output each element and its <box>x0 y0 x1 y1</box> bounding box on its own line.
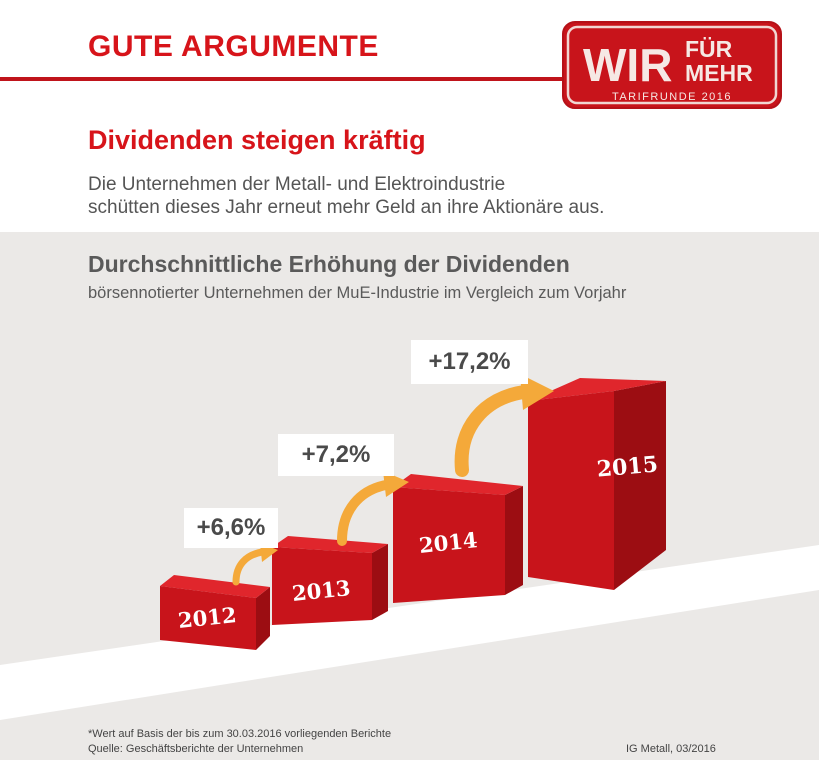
bar-2014-label: 2014 <box>418 527 479 558</box>
increase-label-2015: +17,2% <box>411 340 528 384</box>
bar-2013-label: 2013 <box>291 575 352 606</box>
increase-label-2013: +6,6% <box>184 508 278 548</box>
bar-2013-side <box>372 544 388 620</box>
bar-2012-front <box>160 586 256 650</box>
increase-label-2014: +7,2% <box>278 434 394 476</box>
bar-2015-front <box>528 391 614 590</box>
arrow-2013-2014 <box>337 471 409 546</box>
intro-line-1: Die Unternehmen der Metall- und Elektroi… <box>88 174 506 195</box>
bar-2013-top <box>272 536 388 553</box>
campaign-logo: WIR FÜR MEHR TARIFRUNDE 2016 <box>562 21 782 109</box>
bar-2014: 2014 <box>393 474 523 603</box>
page-headline: GUTE ARGUMENTE <box>88 30 379 63</box>
bar-2013: 2013 <box>272 536 388 625</box>
arrow-2012-2013 <box>232 543 278 586</box>
chart-subtitle: börsennotierter Unternehmen der MuE-Indu… <box>88 284 627 302</box>
bar-2012-side <box>256 587 270 650</box>
intro-line-2: schütten dieses Jahr erneut mehr Geld an… <box>88 197 605 218</box>
bar-2014-top <box>393 474 523 495</box>
logo-word-mehr: MEHR <box>685 60 753 86</box>
bar-2014-front <box>393 487 505 603</box>
bar-2015-label: 2015 <box>596 451 659 482</box>
logo-tagline: TARIFRUNDE 2016 <box>612 91 732 103</box>
footnote-note: *Wert auf Basis der bis zum 30.03.2016 v… <box>88 728 392 740</box>
bar-2012-label: 2012 <box>177 602 238 633</box>
bar-2015: 2015 <box>528 378 666 590</box>
bar-2015-top <box>528 378 666 401</box>
bar-2013-front <box>272 547 372 625</box>
footnote-source: Quelle: Geschäftsberichte der Unternehme… <box>88 743 304 755</box>
logo-word-wir: WIR <box>583 39 672 91</box>
intro-text: Die Unternehmen der Metall- und Elektroi… <box>88 173 604 219</box>
arrow-2014-2015 <box>454 374 554 477</box>
headline-rule <box>0 77 585 81</box>
bar-2014-side <box>505 486 523 595</box>
intro-title: Dividenden steigen kräftig <box>88 125 426 155</box>
footnote-credit: IG Metall, 03/2016 <box>626 743 716 755</box>
chart-title: Durchschnittliche Erhöhung der Dividende… <box>88 251 570 277</box>
footnote-block: *Wert auf Basis der bis zum 30.03.2016 v… <box>88 727 391 757</box>
logo-word-fuer: FÜR <box>685 36 733 62</box>
bar-2015-side <box>614 381 666 590</box>
bar-2012: 2012 <box>160 575 270 650</box>
bar-2012-top <box>160 575 270 598</box>
